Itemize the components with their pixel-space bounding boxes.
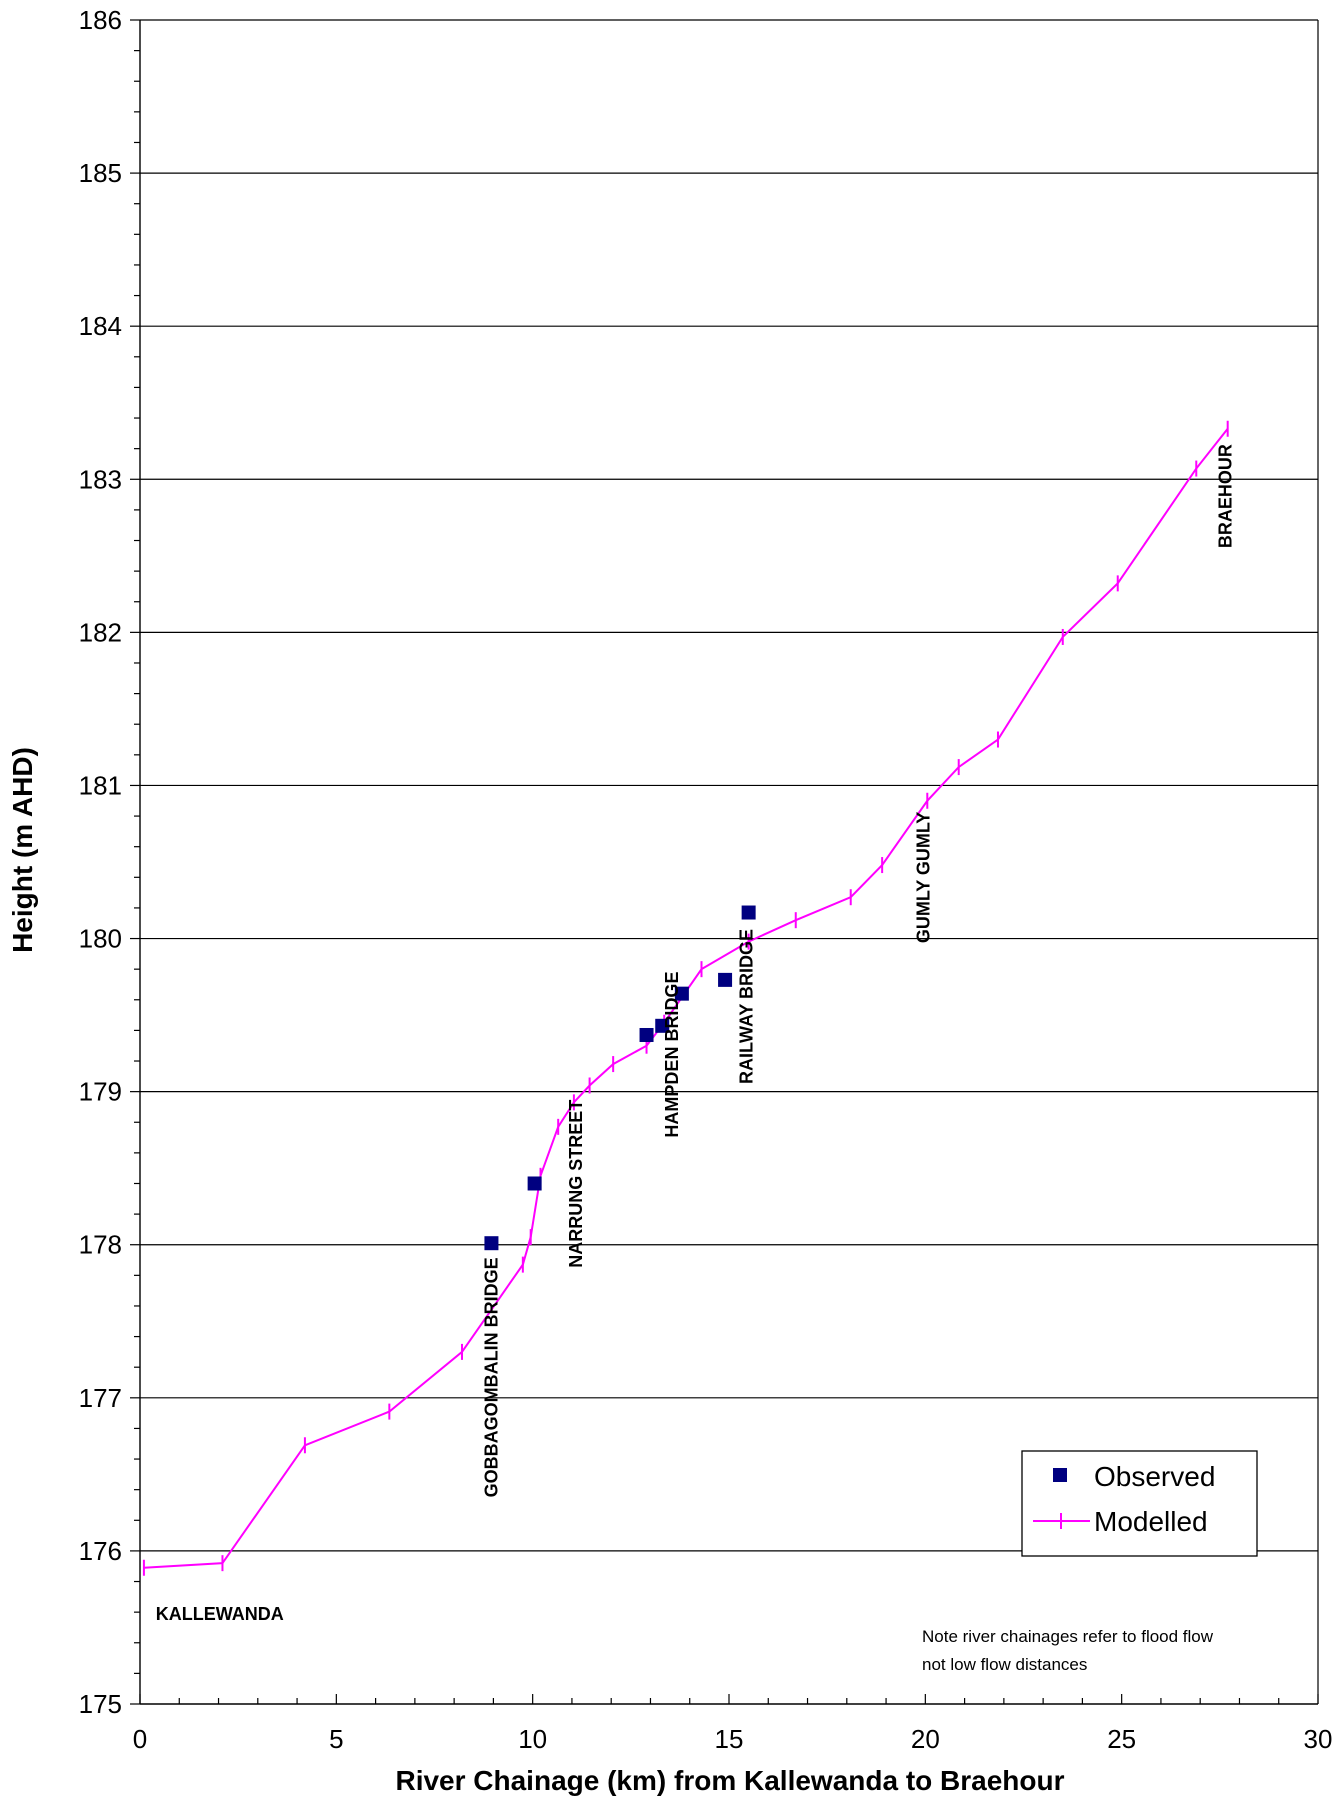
y-tick-label: 182 [79, 617, 122, 647]
observed-point [484, 1236, 499, 1251]
y-tick-label: 184 [79, 311, 122, 341]
observed-point [674, 986, 689, 1001]
legend: Observed Modelled [1021, 1450, 1258, 1557]
observed-point [655, 1018, 670, 1033]
x-tick-label: 30 [1304, 1724, 1333, 1754]
x-tick-label: 25 [1107, 1724, 1136, 1754]
observed-point [639, 1027, 654, 1042]
note-line-2: not low flow distances [922, 1655, 1087, 1674]
y-tick-label: 179 [79, 1077, 122, 1107]
annotation-label: HAMPDEN BRIDGE [662, 972, 682, 1138]
legend-modelled-label: Modelled [1094, 1506, 1208, 1537]
gridlines [140, 19, 1318, 1552]
observed-point [718, 972, 733, 987]
observed-point [527, 1176, 542, 1191]
annotation-label: BRAEHOUR [1216, 444, 1236, 548]
y-tick-label: 183 [79, 464, 122, 494]
legend-observed-label: Observed [1094, 1461, 1215, 1492]
y-tick-label: 175 [79, 1689, 122, 1719]
y-tick-label: 185 [79, 158, 122, 188]
annotation-label: GUMLY GUMLY [913, 812, 933, 943]
modelled-line [143, 428, 1229, 1569]
location-annotations: KALLEWANDA GOBBAGOMBALIN BRIDGE NARRUNG ST… [156, 444, 1236, 1624]
legend-observed-marker [1053, 1468, 1067, 1482]
annotation-label: NARRUNG STREET [566, 1100, 586, 1268]
x-tick-label: 10 [518, 1724, 547, 1754]
observed-point [741, 905, 756, 920]
x-tick-label: 5 [329, 1724, 343, 1754]
x-axis-title: River Chainage (km) from Kallewanda to B… [395, 1765, 1064, 1796]
series-observed [484, 905, 756, 1251]
annotation-label: GOBBAGOMBALIN BRIDGE [481, 1257, 501, 1497]
series-modelled [142, 420, 1229, 1576]
y-tick-label: 186 [79, 5, 122, 35]
axes: 175 176 177 178 179 180 181 182 183 184 185 186 0 5 10… [79, 5, 1333, 1754]
x-tick-label: 0 [133, 1724, 147, 1754]
y-axis-title: Height (m AHD) [7, 747, 38, 953]
x-tick-label: 15 [715, 1724, 744, 1754]
y-tick-label: 178 [79, 1230, 122, 1260]
y-tick-label: 181 [79, 770, 122, 800]
note-line-1: Note river chainages refer to flood flow [922, 1627, 1214, 1646]
note: Note river chainages refer to flood flow… [922, 1627, 1214, 1674]
annotation-label: RAILWAY BRIDGE [737, 929, 757, 1084]
y-tick-label: 177 [79, 1383, 122, 1413]
annotation-label: KALLEWANDA [156, 1604, 284, 1624]
y-tick-label: 176 [79, 1536, 122, 1566]
x-tick-label: 20 [911, 1724, 940, 1754]
y-tick-label: 180 [79, 924, 122, 954]
